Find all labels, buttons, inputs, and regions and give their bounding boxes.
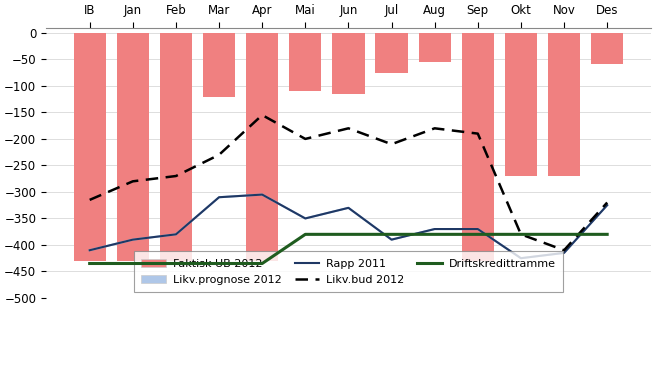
Bar [73, 33, 106, 261]
Bar [160, 33, 192, 261]
Bar [591, 33, 624, 64]
Bar [289, 33, 322, 91]
Legend: Faktisk UB 2012, Likv.prognose 2012, Rapp 2011, Likv.bud 2012, Driftskredittramm: Faktisk UB 2012, Likv.prognose 2012, Rap… [134, 251, 563, 292]
Bar [117, 33, 149, 261]
Bar [505, 33, 537, 176]
Bar [246, 33, 278, 261]
Bar [375, 33, 407, 73]
Bar [419, 33, 451, 62]
Bar [203, 33, 235, 97]
Bar [548, 33, 580, 176]
Bar [462, 33, 494, 261]
Bar [332, 33, 365, 94]
